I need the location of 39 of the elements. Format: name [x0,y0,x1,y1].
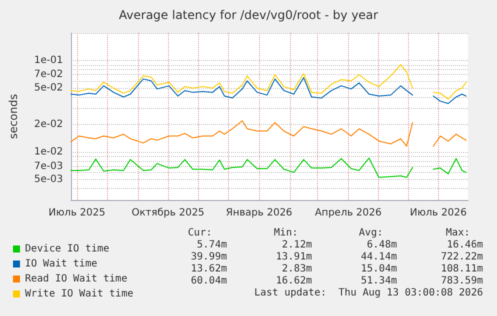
chart-title: Average latency for /dev/vg0/root - by year [118,8,378,22]
legend-label: IO Wait time [25,258,98,270]
text: 2.12m [282,240,312,250]
x-tick-label: Июль 2025 [48,208,106,218]
text: 108.11m [440,264,483,274]
text: 722.22m [440,252,483,262]
y-tick-label: 7e-03 [34,160,63,172]
x-tick-label: Октябрь 2025 [132,208,204,218]
y-tick-label: 1e-01 [34,55,63,66]
text: 60.04m [190,276,227,286]
text: 2.83m [282,264,312,274]
text: 16.62m [276,276,312,286]
text: 5.74m [196,240,227,250]
legend-label: Write IO Wait time [25,288,134,300]
legend-label: Read IO Wait time [25,274,128,284]
text: 13.91m [276,252,312,262]
text: Last update: Thu Aug 13 03:00:08 2026 [254,288,483,298]
y-tick-label: 5e-03 [34,174,63,186]
x-tick-label: Апрель 2026 [314,208,382,218]
text: 15.04m [360,264,397,274]
x-tick-label: Июль 2026 [410,208,467,218]
text: Max: [446,228,470,238]
y-axis-title: seconds [7,94,20,139]
y-tick-label: 5e-02 [34,82,63,94]
text: Cur: [188,228,212,238]
text: 13.62m [190,264,227,274]
x-tick-label: Январь 2026 [226,208,292,218]
text: 783.59m [440,276,483,286]
y-tick-label: 1e-02 [34,146,63,158]
text: Avg: [358,228,383,238]
text: 39.99m [190,252,227,262]
text: 51.34m [360,276,397,286]
text: 44.14m [360,252,397,262]
y-tick-label: 2e-02 [34,119,63,130]
y-tick-label: 7e-02 [34,69,63,80]
text: Min: [274,228,298,238]
legend-label: Device IO time [25,244,110,254]
text: 16.46m [446,240,483,250]
text: 6.48m [366,240,397,250]
